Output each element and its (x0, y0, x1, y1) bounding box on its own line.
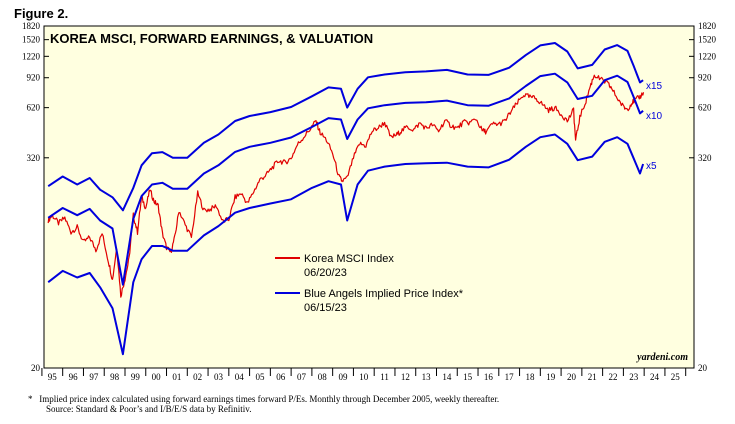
x-tick-label: 22 (609, 372, 618, 382)
y-tick-label-left: 20 (31, 363, 41, 373)
y-tick-label-right: 1520 (698, 35, 717, 45)
y-tick-label-left: 920 (27, 73, 41, 83)
band-label-x10: x10 (646, 111, 663, 122)
legend: Korea MSCI Index 06/20/23 Blue Angels Im… (275, 253, 464, 314)
x-tick-label: 23 (629, 372, 639, 382)
x-tick-label: 08 (318, 372, 328, 382)
y-tick-label-left: 1220 (22, 51, 41, 61)
legend-date-bands: 06/15/23 (304, 302, 347, 314)
footnote: * Implied price index calculated using f… (28, 394, 499, 404)
x-tick-label: 19 (546, 372, 556, 382)
x-tick-label: 06 (276, 372, 286, 382)
chart-title: KOREA MSCI, FORWARD EARNINGS, & VALUATIO… (50, 31, 373, 46)
y-tick-label-right: 1820 (698, 21, 717, 31)
band-label-x5: x5 (646, 161, 657, 172)
x-tick-label: 96 (69, 372, 79, 382)
figure-label: Figure 2. (14, 6, 69, 21)
legend-label-msci: Korea MSCI Index (304, 253, 394, 265)
source-note: Source: Standard & Poor’s and I/B/E/S da… (46, 404, 252, 414)
x-tick-label: 16 (484, 372, 494, 382)
x-tick-label: 15 (463, 372, 473, 382)
y-tick-label-left: 1520 (22, 35, 41, 45)
y-tick-label-left: 1820 (22, 21, 41, 31)
y-tick-label-left: 320 (27, 153, 41, 163)
x-tick-label: 20 (567, 372, 577, 382)
x-tick-label: 13 (422, 372, 432, 382)
series-line-band-x15 (47, 42, 644, 212)
x-tick-label: 98 (110, 372, 120, 382)
y-tick-label-right: 320 (698, 153, 712, 163)
series-line-band-x10 (47, 72, 644, 286)
series-layer (47, 42, 645, 356)
x-tick-label: 07 (297, 372, 307, 382)
x-tick-label: 25 (671, 372, 681, 382)
y-tick-label-right: 620 (698, 103, 712, 113)
x-tick-label: 21 (588, 372, 597, 382)
x-tick-label: 17 (505, 372, 515, 382)
x-tick-label: 03 (214, 372, 224, 382)
x-tick-label: 01 (172, 372, 181, 382)
y-tick-label-left: 620 (27, 103, 41, 113)
x-tick-label: 97 (89, 372, 99, 382)
x-tick-label: 05 (255, 372, 265, 382)
x-tick-label: 11 (380, 372, 389, 382)
footnote-text: Implied price index calculated using for… (39, 394, 500, 404)
x-tick-label: 04 (235, 372, 245, 382)
x-tick-label: 14 (442, 372, 452, 382)
x-tick-label: 10 (359, 372, 369, 382)
x-tick-label: 00 (152, 372, 162, 382)
watermark: yardeni.com (636, 352, 688, 363)
x-tick-label: 95 (48, 372, 58, 382)
y-tick-label-right: 20 (698, 363, 708, 373)
x-tick-label: 18 (525, 372, 535, 382)
series-line-band-x5 (47, 133, 645, 356)
y-tick-label-right: 1220 (698, 51, 717, 61)
band-label-x15: x15 (646, 81, 663, 92)
x-tick-label: 12 (401, 372, 410, 382)
legend-date-msci: 06/20/23 (304, 267, 347, 279)
y-tick-label-right: 920 (698, 73, 712, 83)
footnote-marker: * (28, 394, 33, 404)
x-tick-label: 09 (339, 372, 349, 382)
series-line-korea-msci (47, 74, 645, 298)
legend-label-bands: Blue Angels Implied Price Index* (304, 288, 464, 300)
x-tick-label: 24 (650, 372, 660, 382)
x-tick-label: 99 (131, 372, 141, 382)
x-tick-label: 02 (193, 372, 202, 382)
